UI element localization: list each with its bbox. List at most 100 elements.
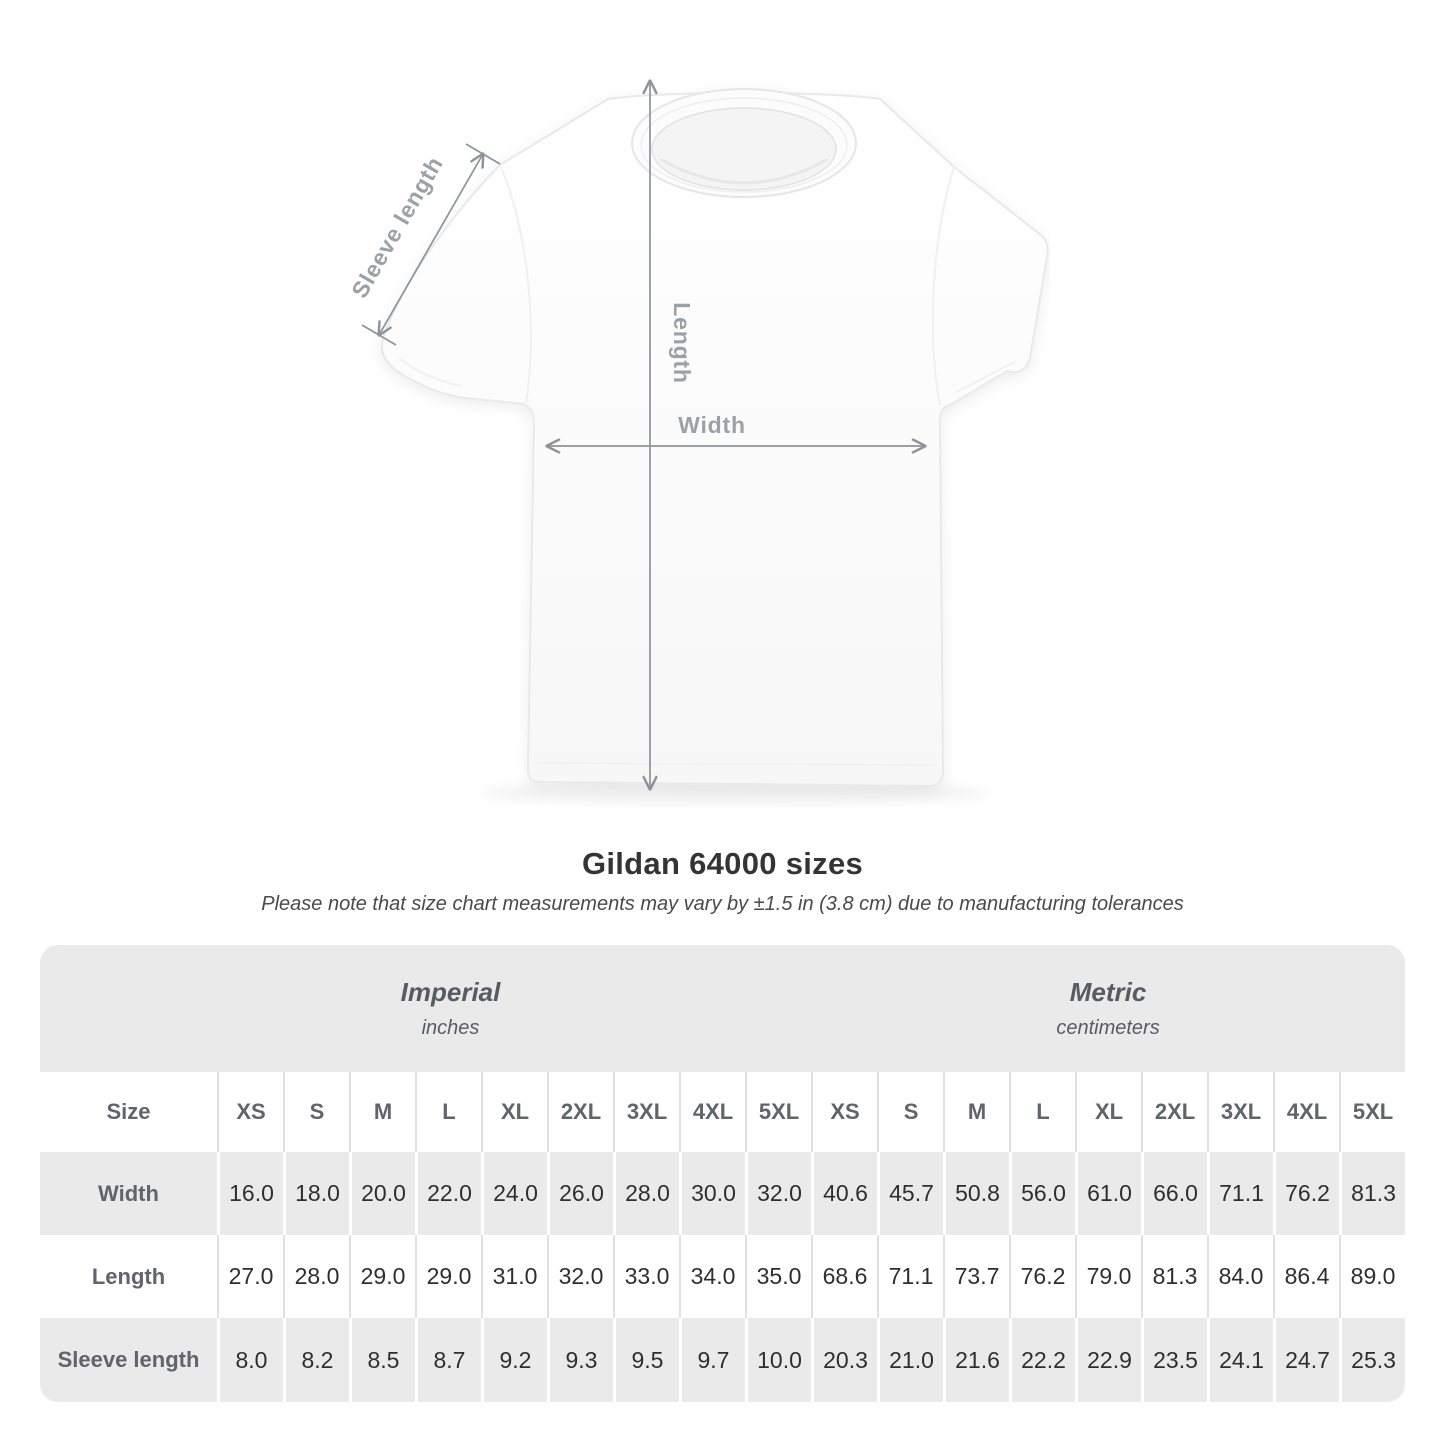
measurement-cell: 9.7 xyxy=(679,1318,745,1402)
measurement-cell: 34.0 xyxy=(679,1235,745,1318)
width-row: Width 16.0 18.0 20.0 22.0 24.0 26.0 28.0 30.0 32… xyxy=(40,1152,1405,1235)
measurement-cell: 20.3 xyxy=(811,1318,878,1402)
size-column-header: XL xyxy=(481,1072,547,1152)
measurement-cell: 9.2 xyxy=(481,1318,547,1402)
imperial-title: Imperial xyxy=(400,977,501,1007)
measurement-cell: 16.0 xyxy=(217,1152,283,1235)
size-column-header: S xyxy=(877,1072,944,1152)
measurement-cell: 26.0 xyxy=(547,1152,613,1235)
measurement-cell: 18.0 xyxy=(283,1152,349,1235)
measurement-cell: 8.5 xyxy=(349,1318,415,1402)
size-column-header: XS xyxy=(217,1072,283,1152)
size-column-header: XL xyxy=(1075,1072,1142,1152)
measurement-cell: 76.2 xyxy=(1273,1152,1340,1235)
measurement-cell: 76.2 xyxy=(1009,1235,1076,1318)
size-row-label: Size xyxy=(40,1072,217,1152)
measurement-cell: 81.3 xyxy=(1339,1152,1405,1235)
size-column-header: 5XL xyxy=(745,1072,812,1152)
imperial-unit: inches xyxy=(421,1017,480,1039)
sleeve-length-row: Sleeve length 8.0 8.2 8.5 8.7 9.2 9.3 9.5 9.7 10… xyxy=(40,1318,1405,1402)
measurement-cell: 35.0 xyxy=(745,1235,812,1318)
measurement-cell: 40.6 xyxy=(811,1152,878,1235)
length-row: Length 27.0 28.0 29.0 29.0 31.0 32.0 33.0 34.0 3… xyxy=(40,1235,1405,1318)
width-row-label: Width xyxy=(40,1152,217,1235)
measurement-cell: 32.0 xyxy=(745,1152,812,1235)
sleeve-length-row-label: Sleeve length xyxy=(40,1318,217,1402)
measurement-cell: 23.5 xyxy=(1141,1318,1208,1402)
measurement-cell: 68.6 xyxy=(811,1235,878,1318)
measurement-cell: 25.3 xyxy=(1339,1318,1405,1402)
size-column-header: M xyxy=(943,1072,1010,1152)
size-column-header: 3XL xyxy=(1207,1072,1274,1152)
measurement-cell: 81.3 xyxy=(1141,1235,1208,1318)
measurement-cell: 9.3 xyxy=(547,1318,613,1402)
measurement-cell: 66.0 xyxy=(1141,1152,1208,1235)
size-column-header: L xyxy=(1009,1072,1076,1152)
measurement-cell: 24.1 xyxy=(1207,1318,1274,1402)
measurement-cell: 24.7 xyxy=(1273,1318,1340,1402)
size-column-header: 4XL xyxy=(679,1072,745,1152)
heading-block: Gildan 64000 sizes Please note that size… xyxy=(0,846,1445,916)
measurement-cell: 33.0 xyxy=(613,1235,679,1318)
measurement-cell: 22.9 xyxy=(1075,1318,1142,1402)
tshirt-image: Width Length Sleeve length xyxy=(346,55,1049,805)
measurement-cell: 71.1 xyxy=(877,1235,944,1318)
measurement-cell: 21.6 xyxy=(943,1318,1010,1402)
measurement-cell: 21.0 xyxy=(877,1318,944,1402)
measurement-cell: 71.1 xyxy=(1207,1152,1274,1235)
measurement-cell: 56.0 xyxy=(1009,1152,1076,1235)
dimension-arrows xyxy=(361,81,925,789)
measurement-cell: 61.0 xyxy=(1075,1152,1142,1235)
size-column-header: 2XL xyxy=(547,1072,613,1152)
measurement-cell: 27.0 xyxy=(217,1235,283,1318)
sleeve-length-arrow xyxy=(379,154,483,335)
measurement-cell: 28.0 xyxy=(613,1152,679,1235)
page-title: Gildan 64000 sizes xyxy=(581,846,864,881)
size-column-header: 2XL xyxy=(1141,1072,1208,1152)
imperial-section-header: Imperial inches xyxy=(40,945,812,1072)
size-header-row: Size XS S M L XL 2XL 3XL 4XL 5XL XS S M L XL 2XL 3XL 4XL… xyxy=(40,1072,1405,1152)
measurement-cell: 28.0 xyxy=(283,1235,349,1318)
measurement-cell: 86.4 xyxy=(1273,1235,1340,1318)
measurement-cell: 89.0 xyxy=(1339,1235,1405,1318)
measurement-cell: 9.5 xyxy=(613,1318,679,1402)
size-chart-table: Imperial inches Metric centimeters Size … xyxy=(40,945,1405,1402)
size-column-header: XS xyxy=(811,1072,878,1152)
measurement-cell: 50.8 xyxy=(943,1152,1010,1235)
measurement-cell: 24.0 xyxy=(481,1152,547,1235)
measurement-cell: 31.0 xyxy=(481,1235,547,1318)
size-chart-container: Imperial inches Metric centimeters Size … xyxy=(40,945,1405,1402)
measurement-cell: 45.7 xyxy=(877,1152,944,1235)
metric-title: Metric xyxy=(1069,977,1147,1007)
measurement-cell: 30.0 xyxy=(679,1152,745,1235)
measurement-cell: 10.0 xyxy=(745,1318,812,1402)
sleeve-arrow-bottom-tick xyxy=(361,324,397,346)
tshirt-measurement-figure: Width Length Sleeve length xyxy=(340,55,1050,820)
measurement-cell: 8.2 xyxy=(283,1318,349,1402)
size-column-header: M xyxy=(349,1072,415,1152)
measurement-cell: 73.7 xyxy=(943,1235,1010,1318)
measurement-cell: 20.0 xyxy=(349,1152,415,1235)
measurement-cell: 84.0 xyxy=(1207,1235,1274,1318)
measurement-cell: 22.0 xyxy=(415,1152,481,1235)
size-column-header: 3XL xyxy=(613,1072,679,1152)
size-column-header: L xyxy=(415,1072,481,1152)
width-label: Width xyxy=(678,412,746,438)
measurement-cell: 29.0 xyxy=(415,1235,481,1318)
tshirt-shadow xyxy=(479,781,989,805)
measurement-cell: 29.0 xyxy=(349,1235,415,1318)
measurement-cell: 8.7 xyxy=(415,1318,481,1402)
measurement-cell: 22.2 xyxy=(1009,1318,1076,1402)
unit-system-header-row: Imperial inches Metric centimeters xyxy=(40,945,1405,1072)
measurement-cell: 8.0 xyxy=(217,1318,283,1402)
sleeve-arrow-top-tick xyxy=(465,143,501,165)
metric-unit: centimeters xyxy=(1056,1017,1160,1039)
metric-section-header: Metric centimeters xyxy=(811,945,1405,1072)
tolerance-note: Please note that size chart measurements… xyxy=(261,893,1184,915)
size-column-header: 5XL xyxy=(1339,1072,1405,1152)
measurement-cell: 79.0 xyxy=(1075,1235,1142,1318)
size-column-header: S xyxy=(283,1072,349,1152)
length-label: Length xyxy=(669,302,695,383)
length-row-label: Length xyxy=(40,1235,217,1318)
